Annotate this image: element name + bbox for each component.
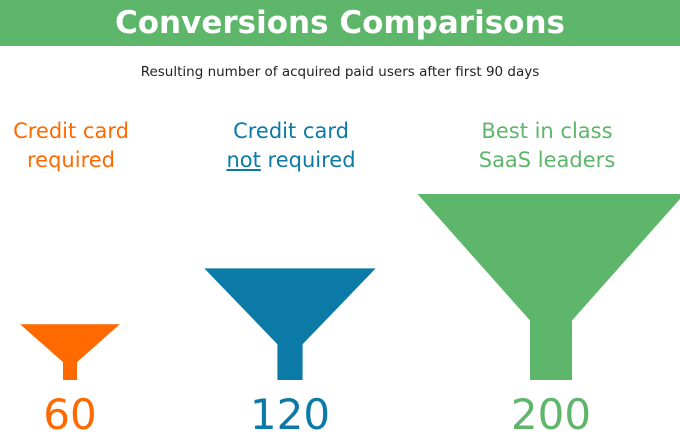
- chart-title: Conversions Comparisons: [115, 5, 565, 41]
- funnel-2: [417, 194, 680, 380]
- label-part: required: [27, 148, 115, 172]
- value-label-1: 120: [250, 390, 330, 439]
- category-label-line2: not required: [216, 146, 366, 175]
- category-label-line1: Credit card: [216, 117, 366, 146]
- category-label-best-in-class: Best in class SaaS leaders: [472, 117, 622, 175]
- label-part: Credit card: [233, 119, 349, 143]
- value-labels: 60 120 200: [43, 390, 591, 439]
- funnel-0: [20, 324, 120, 380]
- category-label-line1: Best in class: [472, 117, 622, 146]
- category-label-line1: Credit card: [0, 117, 146, 146]
- title-bar: [0, 0, 680, 46]
- value-label-0: 60: [43, 390, 96, 439]
- label-part: SaaS leaders: [478, 148, 616, 172]
- label-part: Credit card: [13, 119, 129, 143]
- label-part-underlined: not: [226, 148, 261, 172]
- chart-subtitle: Resulting number of acquired paid users …: [140, 64, 540, 80]
- label-part: Best in class: [481, 119, 613, 143]
- funnel-1: [204, 268, 376, 380]
- category-label-line2: required: [0, 146, 146, 175]
- category-label-credit-card-not-required: Credit card not required: [216, 117, 366, 175]
- category-label-credit-card-required: Credit card required: [0, 117, 146, 175]
- category-label-line2: SaaS leaders: [472, 146, 622, 175]
- label-part: required: [260, 148, 356, 172]
- funnel-marks: [20, 194, 680, 380]
- value-label-2: 200: [511, 390, 591, 439]
